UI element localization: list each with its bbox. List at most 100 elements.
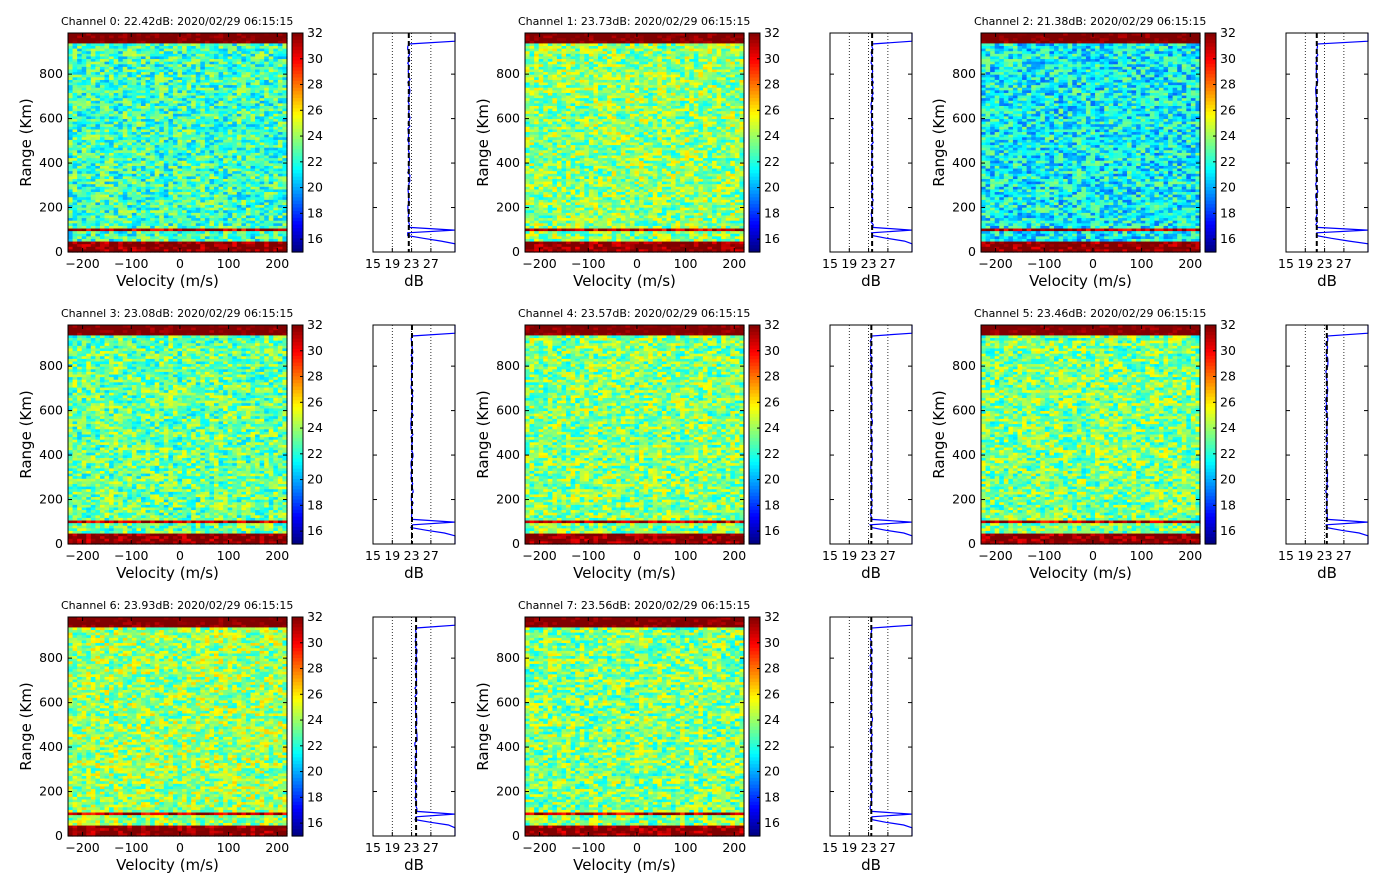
colorbar-tick-label: 16: [307, 231, 323, 246]
profile-tick-label: 15: [365, 548, 381, 563]
y-tick-label: 400: [496, 447, 520, 462]
colorbar-tick-label: 32: [307, 317, 323, 332]
colorbar-tick-label: 28: [307, 661, 323, 676]
y-tick-label: 400: [39, 447, 63, 462]
panel-title: Channel 7: 23.56dB: 2020/02/29 06:15:15: [518, 599, 750, 612]
y-tick-label: 0: [968, 244, 976, 259]
spectra-figure: Channel 0: 22.42dB: 2020/02/29 06:15:15−…: [0, 0, 1387, 894]
x-tick-label: −100: [571, 548, 605, 563]
y-tick-label: 800: [496, 650, 520, 665]
colorbar-tick-label: 28: [764, 661, 780, 676]
profile-tick-label: 19: [384, 256, 400, 271]
x-tick-label: −100: [571, 256, 605, 271]
panel-channel-7: Channel 7: 23.56dB: 2020/02/29 06:15:15 −…: [474, 599, 912, 874]
x-tick-label: −200: [65, 840, 99, 855]
colorbar-tick-label: 18: [307, 497, 323, 512]
panel-title: Channel 4: 23.57dB: 2020/02/29 06:15:15: [518, 307, 750, 320]
y-tick-label: 600: [952, 111, 976, 126]
y-tick-label: 200: [39, 784, 63, 799]
x-tick-label: 200: [265, 256, 289, 271]
colorbar-tick-label: 26: [1220, 102, 1236, 117]
colorbar-tick-label: 16: [1220, 231, 1236, 246]
spectra-heatmap: [68, 33, 288, 253]
y-tick-label: 400: [496, 739, 520, 754]
x-tick-label: 0: [633, 840, 641, 855]
spectra-heatmap: [981, 325, 1201, 545]
profile-x-axis-label: dB: [861, 272, 881, 290]
colorbar-tick-label: 24: [307, 712, 323, 727]
colorbar-tick-label: 32: [764, 25, 780, 40]
x-tick-label: 0: [176, 840, 184, 855]
x-tick-label: −100: [114, 840, 148, 855]
colorbar-tick-label: 28: [1220, 77, 1236, 92]
profile-tick-label: 15: [365, 840, 381, 855]
y-tick-label: 0: [55, 536, 63, 551]
panel-channel-5: Channel 5: 23.46dB: 2020/02/29 06:15:15−…: [930, 307, 1368, 582]
y-axis-label: Range (Km): [930, 390, 948, 478]
profile-tick-label: 23: [1317, 256, 1333, 271]
profile-x-axis-label: dB: [861, 856, 881, 874]
colorbar-tick-label: 20: [764, 764, 780, 779]
x-tick-label: 0: [176, 256, 184, 271]
y-tick-label: 400: [39, 739, 63, 754]
y-axis-label: Range (Km): [474, 98, 492, 186]
x-tick-label: −100: [114, 548, 148, 563]
profile-tick-label: 27: [1336, 256, 1352, 271]
profile-tick-label: 23: [861, 256, 877, 271]
colorbar-tick-label: 28: [307, 77, 323, 92]
x-tick-label: −200: [522, 840, 556, 855]
x-axis-label: Velocity (m/s): [116, 856, 219, 874]
profile-tick-label: 15: [1278, 256, 1294, 271]
x-tick-label: 200: [722, 840, 746, 855]
y-tick-label: 0: [55, 828, 63, 843]
x-tick-label: 100: [217, 548, 241, 563]
y-axis-label: Range (Km): [474, 682, 492, 770]
profile-tick-label: 15: [822, 548, 838, 563]
colorbar-tick-label: 28: [1220, 369, 1236, 384]
y-tick-label: 600: [39, 695, 63, 710]
colorbar-tick-label: 28: [764, 77, 780, 92]
y-tick-label: 200: [39, 492, 63, 507]
colorbar-tick-label: 32: [764, 317, 780, 332]
profile-x-axis-label: dB: [1317, 272, 1337, 290]
y-tick-label: 200: [952, 200, 976, 215]
x-tick-label: 200: [265, 548, 289, 563]
x-tick-label: −100: [114, 256, 148, 271]
colorbar-tick-label: 22: [1220, 154, 1236, 169]
colorbar-tick-label: 32: [764, 609, 780, 624]
y-tick-label: 800: [39, 358, 63, 373]
colorbar-tick-label: 18: [764, 789, 780, 804]
spectra-heatmap: [525, 33, 745, 253]
y-tick-label: 0: [512, 828, 520, 843]
y-axis-label: Range (Km): [17, 98, 35, 186]
x-tick-label: 100: [674, 548, 698, 563]
colorbar-tick-label: 18: [307, 789, 323, 804]
colorbar-tick-label: 16: [764, 815, 780, 830]
y-tick-label: 600: [496, 695, 520, 710]
colorbar-tick-label: 30: [764, 635, 780, 650]
y-tick-label: 600: [39, 111, 63, 126]
colorbar-tick-label: 16: [764, 523, 780, 538]
profile-x-axis-label: dB: [404, 564, 424, 582]
y-tick-label: 0: [512, 536, 520, 551]
colorbar-tick-label: 24: [764, 128, 780, 143]
x-tick-label: −100: [1027, 548, 1061, 563]
x-tick-label: −200: [978, 256, 1012, 271]
colorbar-tick-label: 26: [1220, 394, 1236, 409]
profile-tick-label: 27: [423, 840, 439, 855]
x-axis-label: Velocity (m/s): [573, 564, 676, 582]
y-tick-label: 600: [496, 403, 520, 418]
profile-tick-label: 27: [423, 256, 439, 271]
panel-title: Channel 3: 23.08dB: 2020/02/29 06:15:15: [61, 307, 293, 320]
colorbar-tick-label: 20: [307, 764, 323, 779]
x-tick-label: −100: [571, 840, 605, 855]
x-tick-label: 100: [674, 256, 698, 271]
y-tick-label: 0: [512, 244, 520, 259]
x-axis-label: Velocity (m/s): [573, 272, 676, 290]
